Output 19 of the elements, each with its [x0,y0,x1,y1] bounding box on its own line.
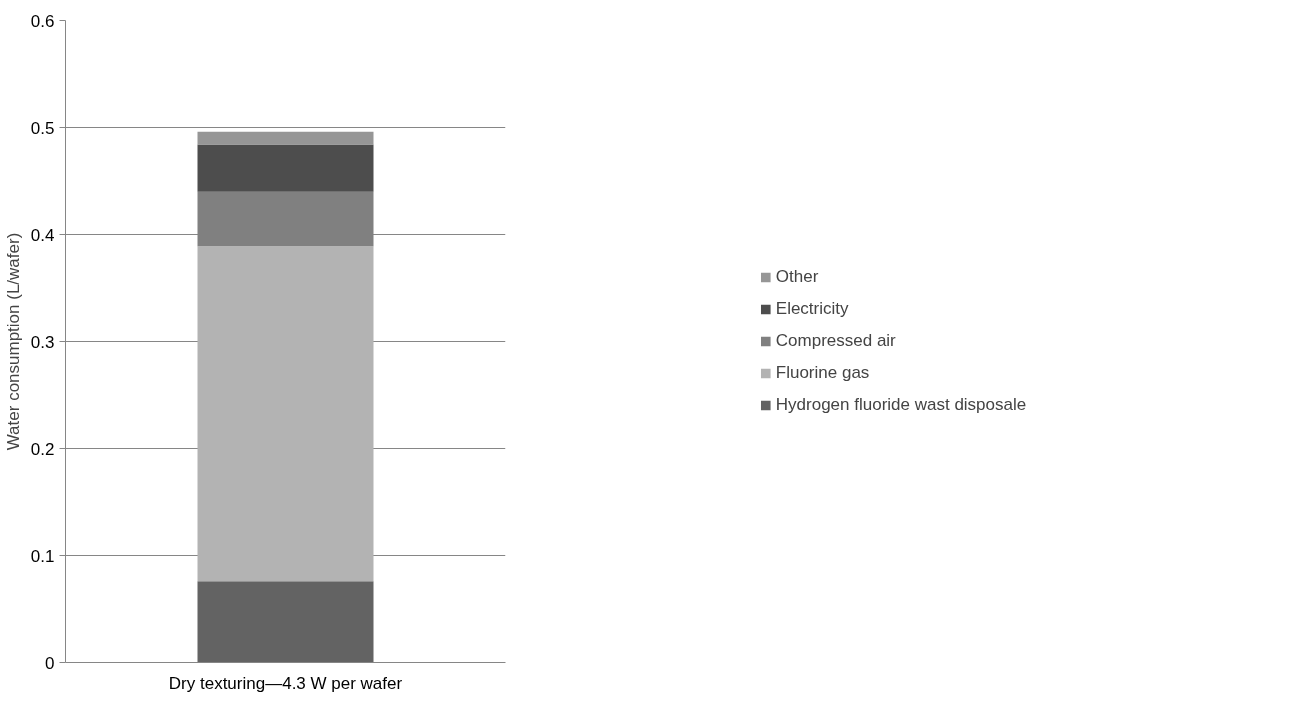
bar [197,246,374,582]
y-tick-label: 0.1 [30,546,55,566]
legend-label: Hydrogen fluoride wast disposale [775,395,1027,415]
y-axis-title: Water consumption (L/wafer) [3,232,23,451]
y-tick-label: 0.4 [30,225,55,245]
y-tick-label: 0 [45,653,55,673]
bar [197,191,374,247]
bar [197,144,374,192]
legend-label: Compressed air [775,331,897,351]
bar [197,581,374,663]
y-tick-label: 0.5 [30,118,55,138]
legend-label: Other [775,267,820,287]
y-tick-label: 0.6 [30,11,55,31]
legend-label: Electricity [775,299,850,319]
y-tick-label: 0.3 [30,332,55,352]
y-tick-label: 0.2 [30,439,55,459]
x-tick-label: Dry texturing—4.3 W per wafer [168,673,403,693]
legend-label: Fluorine gas [775,363,871,383]
bar [197,131,374,145]
